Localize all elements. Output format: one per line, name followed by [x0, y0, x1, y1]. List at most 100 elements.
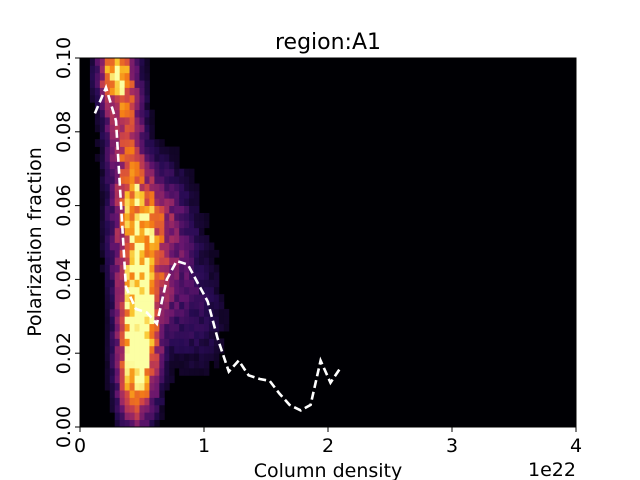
heatmap-cell	[149, 235, 155, 243]
heatmap-cell	[139, 338, 145, 347]
heatmap-cell	[109, 198, 116, 206]
heatmap-cell	[104, 308, 111, 317]
heatmap-cell	[139, 367, 145, 376]
heatmap-cell	[139, 227, 145, 236]
heatmap-cell	[114, 323, 121, 332]
heatmap-cell	[179, 360, 185, 369]
heatmap-cell	[154, 257, 160, 266]
heatmap-cell	[208, 286, 215, 295]
heatmap-cell	[114, 404, 121, 413]
heatmap-cell	[129, 338, 135, 347]
heatmap-cell	[129, 117, 135, 125]
heatmap-cell	[119, 109, 126, 118]
heatmap-cell	[149, 242, 155, 251]
heatmap-cell	[129, 183, 135, 192]
heatmap-cell	[134, 301, 140, 310]
heatmap-cell	[149, 323, 155, 332]
heatmap-cell	[119, 161, 126, 170]
heatmap-cell	[109, 227, 116, 236]
heatmap-cell	[139, 331, 145, 339]
heatmap-cell	[154, 272, 160, 280]
heatmap-cell	[208, 249, 215, 258]
heatmap-cell	[159, 397, 165, 406]
heatmap-cell	[204, 323, 210, 332]
heatmap-cell	[174, 205, 180, 214]
heatmap-cell	[144, 65, 150, 74]
heatmap-cell	[109, 367, 116, 376]
heatmap-cell	[104, 65, 111, 74]
heatmap-cell	[149, 390, 155, 398]
heatmap-cell	[194, 205, 200, 214]
heatmap-cell	[169, 153, 175, 162]
heatmap-cell	[159, 338, 165, 347]
heatmap-cell	[109, 308, 116, 317]
heatmap-cell	[139, 109, 145, 118]
heatmap-cell	[204, 264, 210, 273]
heatmap-cell	[194, 316, 200, 325]
heatmap-cell	[114, 301, 121, 310]
heatmap-cell	[114, 316, 121, 325]
heatmap-cell	[189, 279, 195, 288]
heatmap-cell	[213, 272, 220, 280]
heatmap-cell	[208, 345, 215, 354]
heatmap-cell	[169, 286, 175, 295]
heatmap-cell	[179, 242, 185, 251]
heatmap-cell	[124, 168, 130, 177]
heatmap-cell	[114, 124, 121, 133]
heatmap-cell	[204, 316, 210, 325]
heatmap-cell	[119, 264, 126, 273]
heatmap-cell	[174, 183, 180, 192]
heatmap-cell	[129, 139, 135, 147]
heatmap-cell	[149, 264, 155, 273]
heatmap-cell	[129, 301, 135, 310]
heatmap-cell	[119, 249, 126, 258]
y-axis-ticks: 0.00 0.02 0.04 0.06 0.08 0.10	[53, 37, 80, 448]
heatmap-cell	[129, 412, 135, 421]
y-tick-label: 0.00	[53, 406, 75, 448]
heatmap-cell	[164, 161, 170, 170]
heatmap-cell	[149, 176, 155, 184]
heatmap-cell	[114, 72, 121, 81]
heatmap-cell	[114, 279, 121, 288]
heatmap-cell	[99, 168, 106, 177]
heatmap-cell	[119, 353, 126, 361]
heatmap-cell	[213, 316, 220, 325]
x-axis-offset-text: 1e22	[528, 459, 576, 480]
heatmap-cell	[174, 353, 180, 361]
heatmap-cell	[154, 220, 160, 229]
heatmap-cell	[218, 338, 225, 347]
heatmap-cell	[104, 353, 111, 361]
heatmap-cell	[164, 264, 170, 273]
heatmap-cell	[159, 205, 165, 214]
heatmap-cell	[144, 131, 150, 140]
heatmap-cell	[179, 279, 185, 288]
heatmap-cell	[149, 220, 155, 229]
heatmap-cell	[94, 124, 101, 133]
heatmap-cell	[104, 272, 111, 280]
heatmap-cell	[109, 176, 116, 184]
heatmap-cell	[179, 345, 185, 354]
heatmap-cell	[189, 242, 195, 251]
heatmap-cell	[184, 183, 190, 192]
y-tick-label: 0.10	[53, 37, 75, 79]
heatmap-cell	[164, 375, 170, 384]
heatmap-cell	[144, 338, 150, 347]
heatmap-cell	[124, 257, 130, 266]
heatmap-cell	[154, 308, 160, 317]
heatmap-cell	[134, 286, 140, 295]
heatmap-cell	[129, 168, 135, 177]
heatmap-cell	[109, 65, 116, 74]
heatmap-cell	[154, 161, 160, 170]
heatmap-cell	[164, 338, 170, 347]
heatmap-cell	[144, 264, 150, 273]
heatmap-cell	[194, 190, 200, 199]
heatmap-cell	[199, 308, 205, 317]
heatmap-cell	[109, 161, 116, 170]
heatmap-cell	[104, 161, 111, 170]
heatmap-cell	[124, 72, 130, 81]
heatmap-cell	[204, 345, 210, 354]
heatmap-cell	[149, 139, 155, 147]
heatmap-cell	[184, 286, 190, 295]
heatmap-cell	[204, 279, 210, 288]
heatmap-cell	[154, 176, 160, 184]
